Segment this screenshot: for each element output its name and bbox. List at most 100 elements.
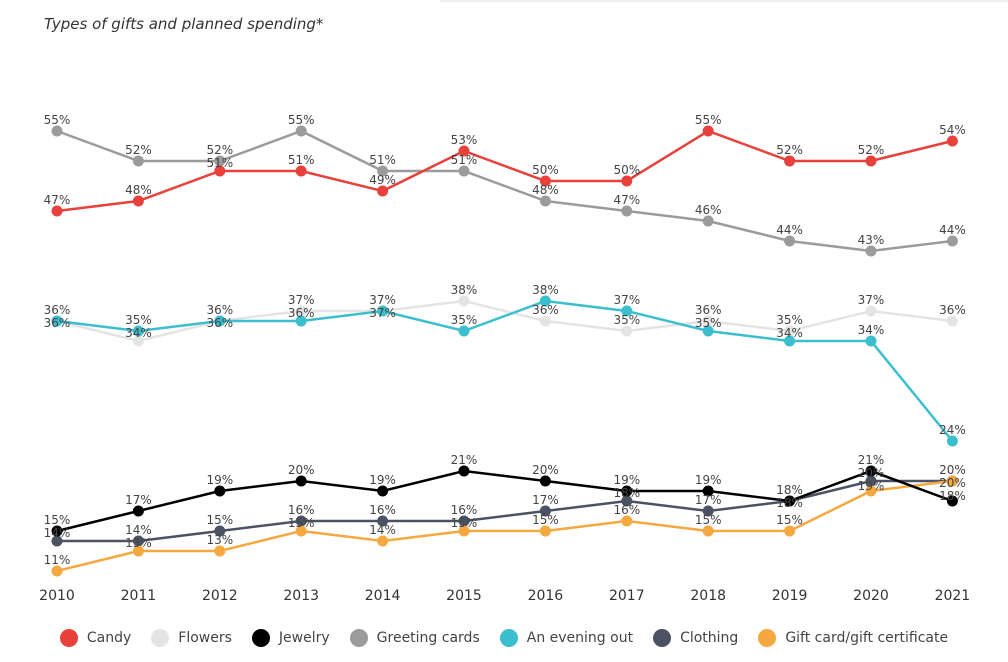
data-point (377, 485, 389, 497)
series-flowers (51, 295, 958, 347)
data-label: 46% (695, 203, 722, 217)
legend-item: Flowers (151, 629, 232, 647)
data-point (132, 155, 144, 167)
data-point (214, 315, 226, 327)
data-point (946, 495, 958, 507)
data-point (458, 325, 470, 337)
x-tick-label: 2011 (121, 588, 157, 604)
data-point (702, 325, 714, 337)
data-point (865, 245, 877, 257)
data-point (51, 315, 63, 327)
data-label: 19% (858, 479, 885, 493)
data-label: 15% (44, 513, 71, 527)
data-point (539, 295, 551, 307)
data-label: 54% (939, 123, 966, 137)
data-label: 15% (695, 513, 722, 527)
legend-label: Candy (86, 630, 132, 646)
data-label: 35% (125, 313, 152, 327)
data-point (865, 465, 877, 477)
data-label: 17% (695, 493, 722, 507)
data-point (214, 525, 226, 537)
data-label: 14% (125, 523, 152, 537)
line-chart: 2010 2011 2012 2013 2014 2015 2016 2017 2018 2019… (39, 113, 971, 604)
data-point (214, 165, 226, 177)
data-label: 20% (858, 466, 885, 480)
data-point (295, 125, 307, 137)
data-point (51, 535, 63, 547)
series-greeting-cards (51, 125, 958, 257)
data-label: 11% (44, 553, 71, 567)
data-label: 34% (858, 323, 885, 337)
data-label: 18% (776, 496, 803, 510)
data-point (946, 435, 958, 447)
x-tick-label: 2020 (853, 588, 889, 604)
data-point (539, 505, 551, 517)
series-jewelry (51, 465, 958, 537)
data-point (702, 125, 714, 137)
series-line (56, 469, 953, 533)
chart-title: Types of gifts and planned spending* (44, 15, 324, 33)
series-candy (51, 125, 958, 217)
data-label: 34% (125, 326, 152, 340)
data-point (702, 525, 714, 537)
data-point (132, 505, 144, 517)
legend-marker-icon (758, 629, 777, 647)
data-point (621, 495, 633, 507)
data-label: 15% (451, 516, 478, 530)
data-label: 15% (776, 513, 803, 527)
data-point (458, 465, 470, 477)
x-tick-label: 2021 (935, 588, 971, 604)
legend-item: Gift card/gift certificate (758, 629, 948, 647)
data-label: 55% (44, 113, 71, 127)
data-label: 35% (695, 316, 722, 330)
data-label: 18% (939, 489, 966, 503)
x-tick-label: 2012 (202, 588, 238, 604)
series-line (57, 479, 953, 543)
legend-marker-icon (349, 629, 368, 647)
data-label: 16% (288, 503, 315, 517)
data-point (865, 475, 877, 487)
data-point (539, 475, 551, 487)
data-label: 36% (206, 303, 233, 317)
x-tick-label: 2019 (772, 588, 808, 604)
data-label: 37% (288, 293, 315, 307)
data-point (539, 175, 551, 187)
data-point (295, 525, 307, 537)
x-tick-label: 2017 (609, 588, 645, 604)
data-point (458, 165, 470, 177)
data-label: 24% (939, 423, 966, 437)
series-line (56, 299, 953, 343)
data-point (51, 525, 63, 537)
data-label: 53% (451, 133, 478, 147)
data-point (458, 515, 470, 527)
data-label: 37% (858, 293, 885, 307)
data-label: 21% (451, 453, 478, 467)
legend-label: Jewelry (278, 630, 330, 646)
data-label: 13% (125, 536, 152, 550)
data-point (865, 485, 877, 497)
legend-marker-icon (499, 629, 518, 647)
data-point (377, 515, 389, 527)
legend-marker-icon (251, 629, 270, 647)
x-tick-label: 2010 (39, 588, 75, 604)
data-point (377, 305, 389, 317)
data-label: 37% (613, 293, 640, 307)
data-point (702, 505, 714, 517)
data-point (539, 525, 551, 537)
data-point (865, 335, 877, 347)
data-point (458, 295, 470, 307)
legend-item: An evening out (499, 629, 633, 647)
data-point (946, 235, 958, 247)
data-label: 36% (939, 303, 966, 317)
data-label: 44% (776, 223, 803, 237)
data-label: 51% (206, 156, 233, 170)
data-point (295, 165, 307, 177)
series-line (56, 479, 953, 573)
legend-item: Candy (59, 629, 132, 647)
data-point (51, 565, 63, 577)
data-label: 47% (44, 193, 71, 207)
data-label: 20% (939, 476, 966, 490)
data-point (132, 535, 144, 547)
data-label: 51% (451, 153, 478, 167)
data-label: 50% (532, 163, 559, 177)
